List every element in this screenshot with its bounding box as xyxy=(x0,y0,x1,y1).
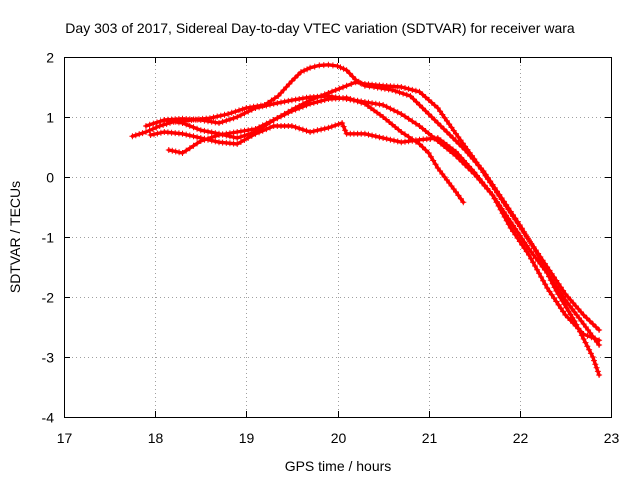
x-tick-label: 18 xyxy=(148,430,164,446)
series-markers xyxy=(147,120,603,344)
y-tick-label: -2 xyxy=(42,290,55,306)
series-s3 xyxy=(165,94,467,206)
series-s1 xyxy=(129,61,603,378)
x-tick-label: 23 xyxy=(604,430,620,446)
chart-title: Day 303 of 2017, Sidereal Day-to-day VTE… xyxy=(65,20,575,36)
series-s5 xyxy=(147,120,603,344)
series-line xyxy=(148,121,601,342)
axis-ticks: 17 18 19 20 21 22 23 -4 -3 -2 -1 0 1 2 xyxy=(42,50,620,447)
series-markers xyxy=(161,79,603,333)
x-tick-label: 17 xyxy=(57,430,73,446)
y-axis-label: SDTVAR / TECUs xyxy=(7,181,23,293)
series-layer xyxy=(129,61,603,378)
y-tick-label: 1 xyxy=(46,110,54,126)
y-tick-label: -1 xyxy=(42,230,55,246)
y-tick-label: 2 xyxy=(46,50,54,66)
x-tick-label: 20 xyxy=(331,430,347,446)
series-markers xyxy=(165,94,467,206)
y-tick-label: -4 xyxy=(42,410,55,426)
x-tick-label: 21 xyxy=(422,430,438,446)
x-tick-label: 19 xyxy=(239,430,255,446)
series-line xyxy=(130,63,601,377)
x-tick-label: 22 xyxy=(513,430,529,446)
series-s4 xyxy=(161,79,603,333)
series-markers xyxy=(129,61,603,378)
y-tick-label: -3 xyxy=(42,350,55,366)
x-axis-label: GPS time / hours xyxy=(285,458,392,474)
y-tick-label: 0 xyxy=(46,170,54,186)
series-line xyxy=(167,96,465,204)
